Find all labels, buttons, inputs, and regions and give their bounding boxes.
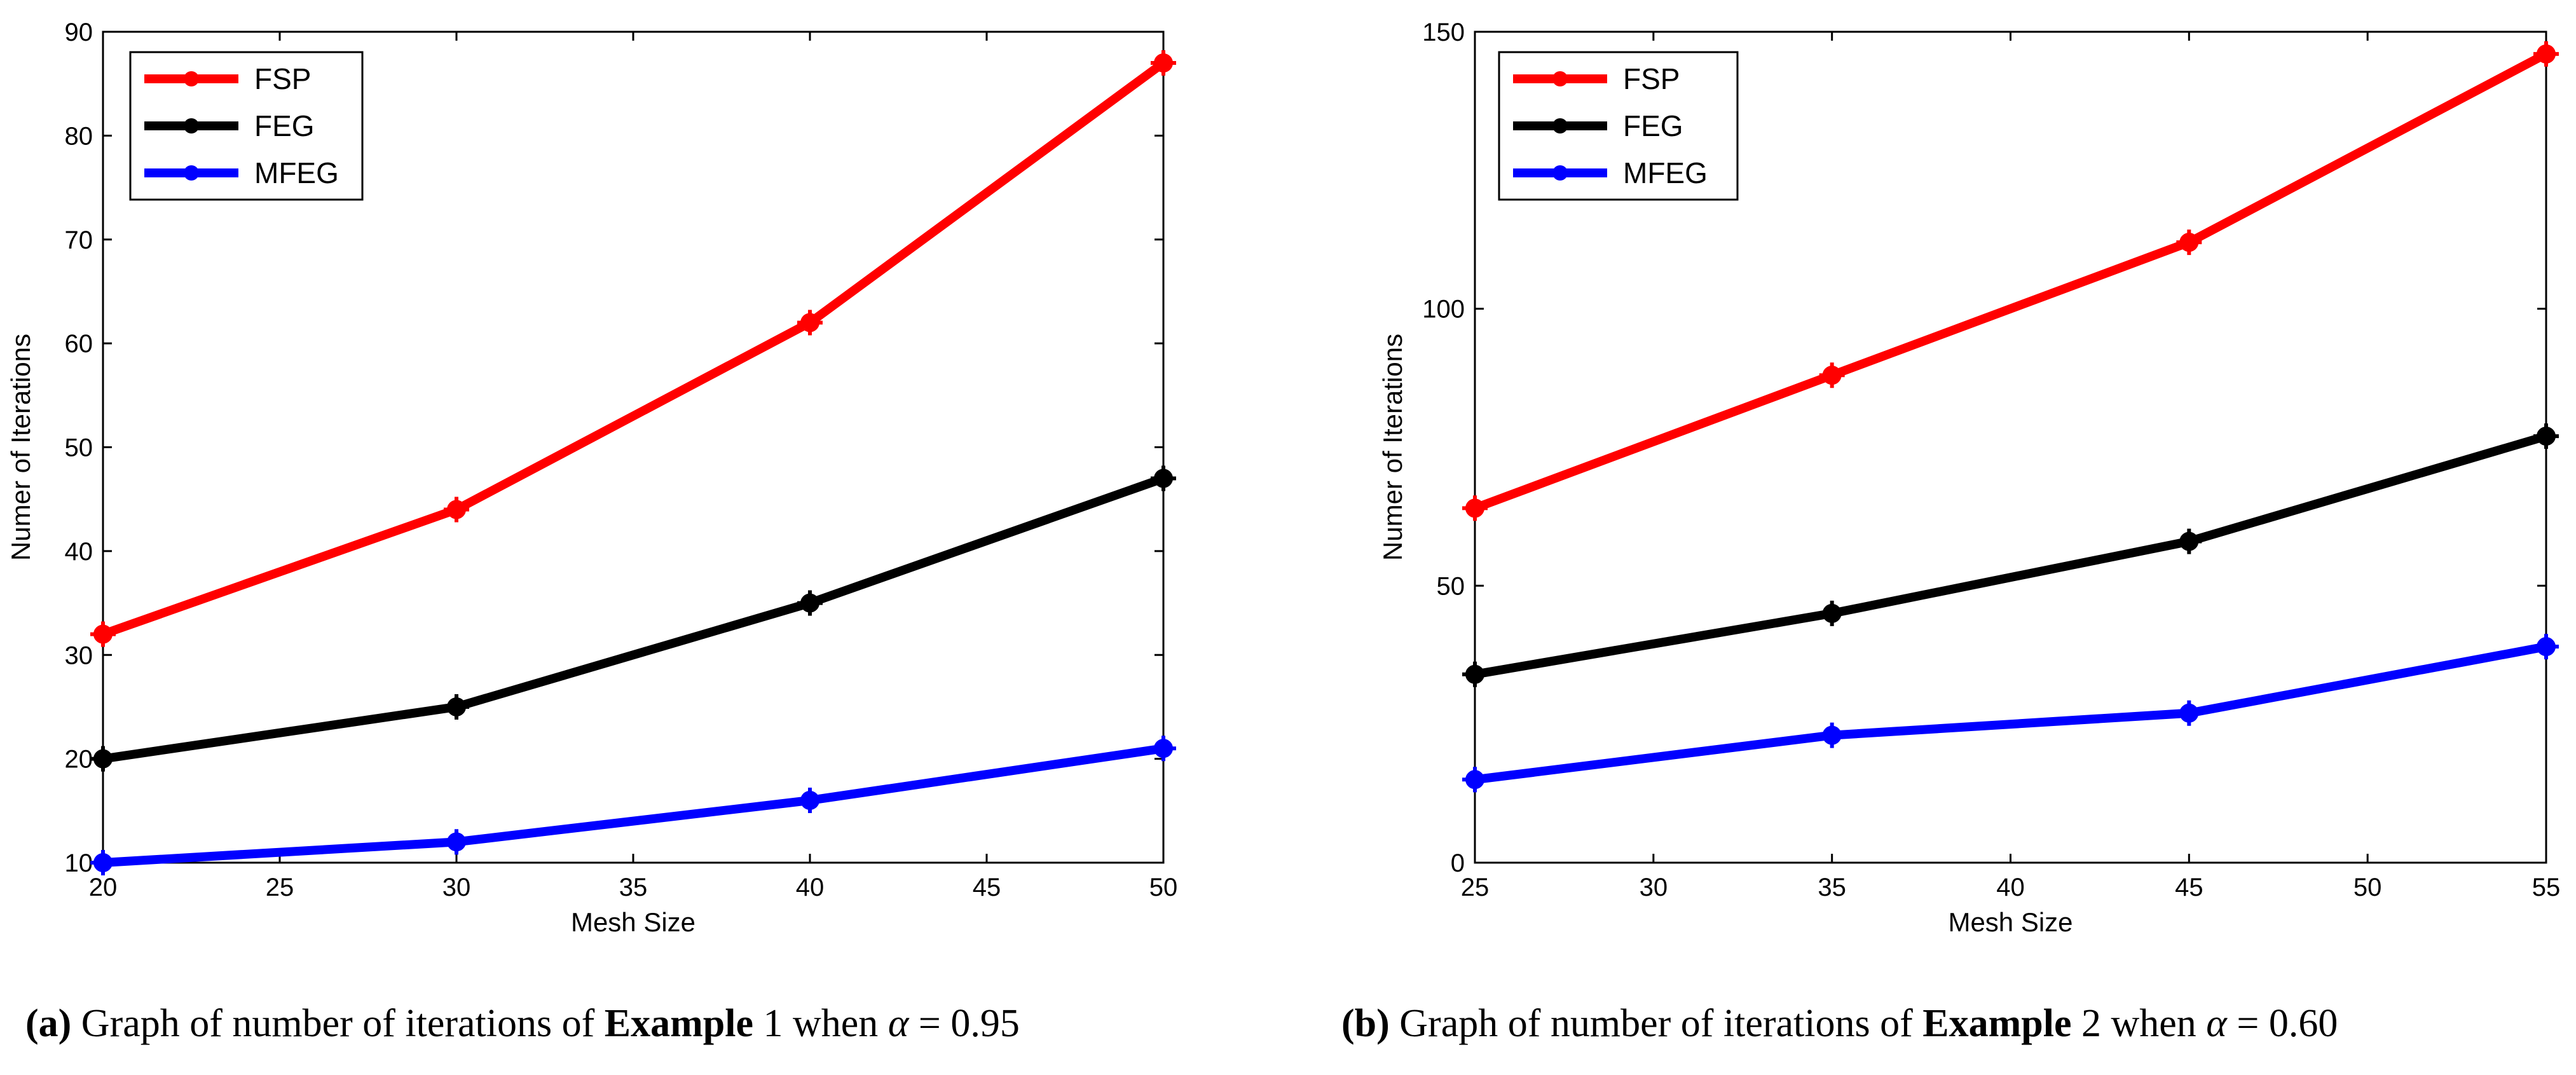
legend-label-fsp: FSP — [1623, 62, 1680, 95]
x-tick-label: 30 — [442, 873, 471, 901]
legend-label-fsp: FSP — [254, 62, 311, 95]
data-point-feg — [90, 746, 116, 772]
y-tick-label: 100 — [1422, 296, 1465, 324]
y-tick-label: 50 — [65, 434, 93, 462]
caption-label: (b) — [1341, 1002, 1390, 1045]
x-tick-label: 45 — [973, 873, 1001, 901]
y-tick-label: 20 — [65, 746, 93, 774]
caption-bold-word: Example — [605, 1002, 753, 1045]
caption-equals: = — [908, 1002, 950, 1045]
y-tick-label: 10 — [65, 849, 93, 877]
caption-suffix: 2 when — [2072, 1002, 2207, 1045]
x-tick-label: 30 — [1640, 873, 1668, 901]
legend-label-mfeg: MFEG — [254, 156, 339, 189]
data-point-fsp — [90, 621, 116, 647]
data-point-mfeg — [1151, 736, 1176, 762]
y-axis-label: Numer of Iterations — [1378, 334, 1408, 561]
figure-caption-a: (a) Graph of number of iterations of Exa… — [25, 1002, 1020, 1045]
legend-label-feg: FEG — [1623, 109, 1683, 142]
legend-marker-feg — [1552, 118, 1568, 134]
data-point-feg — [1462, 661, 1488, 687]
y-tick-label: 30 — [65, 641, 93, 669]
legend-marker-mfeg — [184, 165, 199, 181]
caption-prefix: Graph of number of iterations of — [1390, 1002, 1922, 1045]
y-tick-label: 60 — [65, 330, 93, 358]
caption-equals: = — [2227, 1002, 2269, 1045]
data-point-feg — [797, 590, 823, 616]
series-line-feg — [1474, 432, 2547, 679]
x-axis-label: Mesh Size — [571, 907, 695, 937]
x-tick-label: 45 — [2175, 873, 2203, 901]
y-tick-label: 90 — [65, 18, 93, 46]
data-point-fsp — [2176, 229, 2202, 256]
data-point-fsp — [1151, 50, 1176, 76]
series-line-mfeg — [102, 744, 1165, 867]
data-point-mfeg — [444, 829, 469, 855]
data-point-mfeg — [90, 850, 116, 875]
y-tick-label: 40 — [65, 538, 93, 566]
data-point-mfeg — [2533, 634, 2559, 660]
data-point-feg — [1151, 465, 1176, 491]
caption-symbol: α — [888, 1002, 910, 1045]
legend-label-feg: FEG — [254, 109, 315, 142]
chart-panel-b: 25 30 35 40 45 50 55 0 50 100 150 Mesh Size Numer of… — [1341, 18, 2560, 1045]
data-point-mfeg — [797, 787, 823, 813]
caption-bold-word: Example — [1922, 1002, 2071, 1045]
caption-suffix: 1 when — [753, 1002, 888, 1045]
legend-marker-fsp — [1552, 71, 1568, 86]
data-point-mfeg — [1819, 722, 1845, 748]
x-tick-label: 25 — [266, 873, 294, 901]
caption-prefix: Graph of number of iterations of — [71, 1002, 604, 1045]
x-tick-label: 25 — [1461, 873, 1490, 901]
x-tick-label: 20 — [89, 873, 118, 901]
data-point-fsp — [1462, 495, 1488, 521]
x-tick-label: 50 — [2353, 873, 2382, 901]
figure-caption-b: (b) Graph of number of iterations of Exa… — [1341, 1002, 2338, 1045]
y-tick-label: 150 — [1422, 18, 1465, 46]
series-line-feg — [102, 474, 1165, 763]
series-line-fsp — [1473, 50, 2549, 512]
data-point-fsp — [797, 310, 823, 336]
x-tick-label: 35 — [1818, 873, 1846, 901]
y-tick-label: 70 — [65, 226, 93, 254]
data-point-feg — [2533, 423, 2559, 449]
data-point-fsp — [2533, 41, 2559, 67]
y-axis-label: Numer of Iterations — [6, 334, 36, 561]
data-point-fsp — [1819, 362, 1845, 388]
legend: FSP FEG MFEG — [129, 51, 364, 201]
x-tick-label: 35 — [619, 873, 648, 901]
legend: FSP FEG MFEG — [1498, 51, 1739, 201]
caption-value: 0.60 — [2269, 1002, 2338, 1045]
legend-marker-fsp — [184, 71, 199, 86]
data-point-mfeg — [2176, 700, 2202, 726]
y-tick-label: 80 — [65, 122, 93, 150]
x-tick-label: 50 — [1149, 873, 1178, 901]
x-tick-label: 40 — [1996, 873, 2025, 901]
data-point-fsp — [444, 496, 469, 523]
caption-value: 0.95 — [950, 1002, 1020, 1045]
caption-symbol: α — [2206, 1002, 2228, 1045]
series-line-fsp — [101, 59, 1167, 639]
data-point-feg — [2176, 528, 2202, 554]
data-point-feg — [1819, 600, 1845, 626]
legend-marker-mfeg — [1552, 165, 1568, 181]
legend-label-mfeg: MFEG — [1623, 156, 1708, 189]
y-tick-label: 0 — [1451, 849, 1465, 877]
y-tick-label: 50 — [1437, 572, 1465, 600]
series-line-mfeg — [1474, 642, 2547, 784]
data-point-mfeg — [1462, 767, 1488, 793]
data-point-feg — [444, 694, 469, 720]
x-axis-label: Mesh Size — [1948, 907, 2072, 937]
x-tick-label: 40 — [796, 873, 825, 901]
legend-marker-feg — [184, 118, 199, 134]
caption-label: (a) — [25, 1002, 71, 1045]
x-tick-label: 55 — [2532, 873, 2561, 901]
